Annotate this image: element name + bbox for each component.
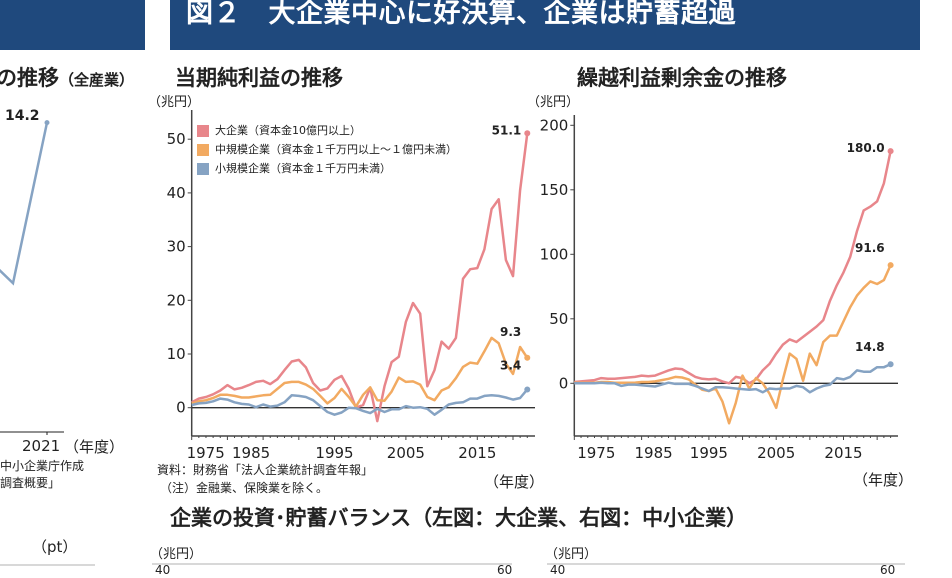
figure-title: 図２ 大企業中心に好決算、企業は貯蓄超過 bbox=[186, 0, 736, 29]
legend-swatch-medium bbox=[197, 143, 209, 156]
right-x-tick-label: 1995 bbox=[690, 444, 728, 462]
legend-label-medium: 中規模企業（資本金１千万円以上～１億円未満） bbox=[215, 143, 457, 156]
right-panel-title: 繰越利益剰余金の推移 bbox=[577, 66, 787, 90]
middle-y-tick-label: 0 bbox=[176, 399, 186, 417]
legend-item-medium: 中規模企業（資本金１千万円以上～１億円未満） bbox=[197, 140, 457, 159]
middle-series-end-label-2: 3.4 bbox=[500, 358, 521, 372]
middle-y-tick-label: 40 bbox=[167, 184, 186, 202]
middle-x-tick-label: 2005 bbox=[387, 444, 425, 462]
middle-series-end-label-1: 9.3 bbox=[500, 325, 521, 339]
right-x-tick-label: 1975 bbox=[577, 444, 615, 462]
left-end-point bbox=[44, 120, 50, 126]
right-series-end-point-2 bbox=[887, 361, 894, 368]
legend-swatch-small bbox=[197, 162, 209, 175]
right-series-end-point-0 bbox=[887, 148, 894, 155]
left-x-tick-2021: 2021 bbox=[22, 437, 61, 455]
right-series-end-label-1: 91.6 bbox=[855, 241, 885, 255]
middle-y-tick-label: 10 bbox=[167, 345, 186, 363]
source-note: 資料：財務省「法人企業統計調査年報」 bbox=[157, 463, 374, 477]
main-header-bar bbox=[170, 0, 920, 50]
right-series-end-label-0: 180.0 bbox=[847, 141, 885, 155]
right-y-tick-label: 100 bbox=[540, 245, 569, 263]
right-series-end-point-1 bbox=[887, 262, 894, 269]
middle-x-tick-label: 2015 bbox=[458, 444, 496, 462]
right-y-tick-label: 200 bbox=[540, 116, 569, 134]
left-end-label: 14.2 bbox=[5, 108, 40, 124]
legend-item-small: 小規模企業（資本金１千万円未満） bbox=[197, 159, 457, 178]
middle-panel-title: 当期純利益の推移 bbox=[175, 66, 343, 90]
right-y-tick-label: 150 bbox=[540, 181, 569, 199]
left-source-2: 調査概要」 bbox=[0, 476, 61, 490]
middle-series-line-0 bbox=[191, 133, 529, 423]
right-y-unit: （兆円） bbox=[527, 95, 580, 110]
legend-swatch-large bbox=[197, 124, 209, 137]
middle-x-tick-label: 1995 bbox=[315, 444, 353, 462]
left-x-unit: （年度） bbox=[64, 438, 125, 456]
right-x-tick-label: 1985 bbox=[635, 444, 673, 462]
left-panel-title: の推移（全産業） bbox=[0, 62, 134, 92]
middle-x-unit: （年度） bbox=[484, 473, 545, 491]
right-x-unit: （年度） bbox=[853, 471, 914, 489]
middle-y-unit: （兆円） bbox=[148, 95, 201, 110]
legend-item-large: 大企業（資本金10億円以上） bbox=[197, 121, 457, 140]
right-x-tick-label: 2005 bbox=[757, 444, 795, 462]
middle-series-end-point-1 bbox=[524, 354, 531, 361]
caveat-note: （注）金融業、保険業を除く。 bbox=[160, 481, 329, 495]
middle-series-end-point-0 bbox=[524, 130, 531, 137]
left-header-bar bbox=[0, 0, 145, 50]
left-title-text: の推移 bbox=[0, 66, 59, 90]
legend-label-large: 大企業（資本金10億円以上） bbox=[215, 124, 361, 137]
right-series-end-label-2: 14.8 bbox=[855, 340, 885, 354]
right-x-tick-label: 2015 bbox=[824, 444, 862, 462]
middle-series-line-2 bbox=[191, 388, 529, 416]
bottom-right-unit: （兆円） bbox=[545, 547, 598, 562]
left-series-line bbox=[0, 122, 49, 286]
middle-y-tick-label: 30 bbox=[167, 238, 186, 256]
right-series-line-1 bbox=[574, 264, 892, 425]
middle-x-tick-label: 1985 bbox=[232, 444, 270, 462]
middle-x-tick-label: 1975 bbox=[187, 444, 225, 462]
left-title-suffix: （全産業） bbox=[59, 71, 135, 89]
legend-label-small: 小規模企業（資本金１千万円未満） bbox=[215, 162, 391, 175]
middle-series-line-1 bbox=[191, 336, 529, 408]
middle-legend: 大企業（資本金10億円以上） 中規模企業（資本金１千万円以上～１億円未満） 小規… bbox=[197, 121, 457, 178]
right-series-line-2 bbox=[574, 363, 892, 394]
middle-y-tick-label: 50 bbox=[167, 130, 186, 148]
right-y-tick-label: 50 bbox=[549, 310, 568, 328]
middle-y-tick-label: 20 bbox=[167, 291, 186, 309]
right-series-line-0 bbox=[574, 150, 892, 385]
bottom-title: 企業の投資･貯蓄バランス（左図：大企業、右図：中小企業） bbox=[170, 506, 748, 530]
right-y-tick-label: 0 bbox=[559, 374, 569, 392]
middle-series-end-point-2 bbox=[524, 386, 531, 393]
bottom-left-unit: （兆円） bbox=[150, 547, 203, 562]
left-pt-unit: （pt） bbox=[32, 538, 78, 556]
middle-series-end-label-0: 51.1 bbox=[492, 123, 522, 137]
left-source-1: 中小企業庁作成 bbox=[0, 459, 85, 473]
